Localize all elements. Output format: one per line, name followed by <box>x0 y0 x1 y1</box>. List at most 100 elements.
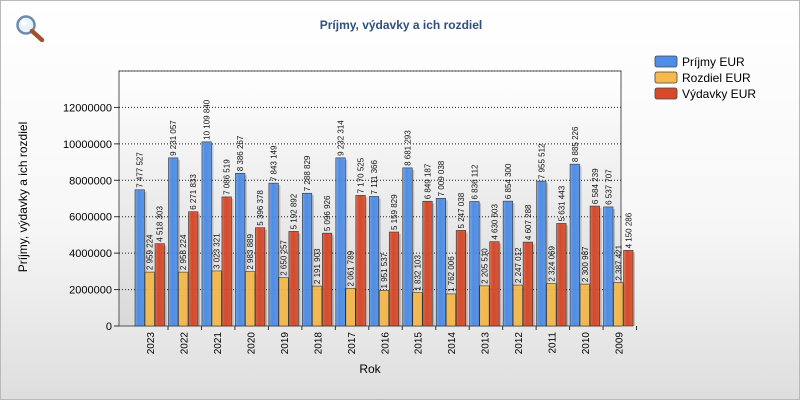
bar-výdavky-2011 <box>556 223 567 327</box>
bar-príjmy-2009 <box>603 206 614 327</box>
bar-výdavky-2013 <box>489 241 500 327</box>
x-tick-label: 2020 <box>246 332 257 355</box>
data-label: 7 009 038 <box>437 160 446 196</box>
x-tick-label: 2012 <box>514 332 525 355</box>
bar-príjmy-2022 <box>168 157 179 327</box>
bar-rozdiel-2010 <box>579 283 590 327</box>
x-tick-label: 2022 <box>179 332 190 355</box>
data-label: 5 192 892 <box>290 193 299 229</box>
chart-title: Príjmy, výdavky a ich rozdiel <box>320 18 483 32</box>
data-label: 7 843 149 <box>270 145 279 181</box>
data-label: 1 951 537 <box>380 252 389 288</box>
bar-príjmy-2021 <box>201 141 212 327</box>
y-tick-label: 6000000 <box>69 212 112 224</box>
data-label: 2 205 510 <box>480 248 489 284</box>
y-tick-label: 12000000 <box>63 102 112 114</box>
data-label: 7 477 527 <box>136 152 145 188</box>
x-tick-label: 2017 <box>347 332 358 355</box>
bar-príjmy-2018 <box>302 192 313 327</box>
bar-rozdiel-2019 <box>278 277 289 327</box>
bar-výdavky-2010 <box>589 205 600 327</box>
bar-rozdiel-2011 <box>546 283 557 327</box>
data-label: 9 232 314 <box>337 120 346 156</box>
data-label: 4 518 303 <box>156 206 165 242</box>
data-label: 3 023 321 <box>213 233 222 269</box>
bar-výdavky-2009 <box>623 250 634 327</box>
x-tick-label: 2021 <box>213 332 224 355</box>
data-label: 2 191 903 <box>313 248 322 284</box>
data-label: 5 396 378 <box>256 190 265 226</box>
x-tick-label: 2023 <box>146 332 157 355</box>
data-label: 6 584 239 <box>591 168 600 204</box>
bar-výdavky-2012 <box>522 241 533 327</box>
data-label: 7 288 829 <box>303 155 312 191</box>
bar-rozdiel-2020 <box>245 271 256 327</box>
data-label: 6 849 187 <box>423 163 432 199</box>
zoom-button[interactable] <box>13 13 47 43</box>
y-tick-label: 8000000 <box>69 175 112 187</box>
data-label: 4 150 286 <box>624 212 633 248</box>
data-label: 2 983 889 <box>246 234 255 270</box>
bar-rozdiel-2012 <box>512 284 523 327</box>
data-label: 1 832 103 <box>413 254 422 290</box>
y-tick-label: 10000000 <box>63 139 112 151</box>
bar-rozdiel-2015 <box>412 292 423 327</box>
data-label: 4 630 603 <box>490 204 499 240</box>
bar-príjmy-2013 <box>469 201 480 327</box>
bars <box>134 141 636 327</box>
x-axis: 2023 2022 2021 2020 2019 2018 2017 2016 2015 2014… <box>146 326 638 355</box>
bar-príjmy-2019 <box>268 182 279 327</box>
bar-rozdiel-2013 <box>479 285 490 327</box>
bar-príjmy-2023 <box>134 189 145 327</box>
data-label: 5 631 443 <box>557 185 566 221</box>
data-label: 2 650 257 <box>280 240 289 276</box>
bar-výdavky-2021 <box>221 196 232 327</box>
y-axis: 0 2000000 4000000 6000000 8000000 10000000 120… <box>63 102 119 333</box>
data-label: 7 170 525 <box>357 157 366 193</box>
x-tick-label: 2014 <box>447 332 458 355</box>
data-label: 5 159 829 <box>390 194 399 230</box>
bar-výdavky-2014 <box>455 230 467 327</box>
bar-výdavky-2023 <box>154 243 165 327</box>
bar-výdavky-2015 <box>422 200 433 327</box>
bar-výdavky-2019 <box>288 231 299 327</box>
x-axis-title: Rok <box>359 362 381 376</box>
data-label: 8 885 226 <box>571 126 580 162</box>
data-label: 2 387 421 <box>614 244 623 280</box>
bar-príjmy-2015 <box>402 167 413 327</box>
data-label: 6 854 300 <box>504 163 513 199</box>
legend: Príjmy EUR Rozdiel EUR Výdavky EUR <box>654 55 756 101</box>
data-label: 6 537 707 <box>604 169 613 205</box>
bar-rozdiel-2021 <box>211 270 222 327</box>
legend-entry: Príjmy EUR <box>682 55 745 69</box>
bar-výdavky-2018 <box>322 232 333 327</box>
bar-príjmy-2014 <box>435 198 447 327</box>
bar-príjmy-2017 <box>335 157 346 327</box>
data-label: 8 386 267 <box>236 135 245 171</box>
x-tick-label: 2018 <box>313 332 324 355</box>
x-tick-label: 2011 <box>548 332 559 354</box>
bar-rozdiel-2023 <box>144 271 155 327</box>
x-tick-label: 2009 <box>615 332 626 355</box>
legend-entry: Rozdiel EUR <box>682 71 751 85</box>
x-tick-label: 2015 <box>414 332 425 355</box>
bar-rozdiel-2018 <box>312 285 323 327</box>
y-tick-label: 2000000 <box>69 285 112 297</box>
x-tick-label: 2013 <box>481 332 492 355</box>
bar-príjmy-2010 <box>569 163 580 327</box>
data-label: 2 958 224 <box>179 234 188 270</box>
bar-príjmy-2020 <box>235 172 246 327</box>
data-label: 2 061 789 <box>347 250 356 286</box>
legend-swatch <box>654 55 678 68</box>
data-label: 2 959 224 <box>146 234 155 270</box>
bar-rozdiel-2022 <box>178 271 189 327</box>
magnifier-icon <box>16 15 45 43</box>
y-tick-label: 4000000 <box>69 248 112 260</box>
x-tick-label: 2016 <box>380 332 391 355</box>
data-label: 6 836 112 <box>470 164 479 200</box>
data-label: 10 109 840 <box>203 99 212 140</box>
data-label: 9 231 057 <box>169 120 178 156</box>
legend-swatch <box>654 71 678 84</box>
